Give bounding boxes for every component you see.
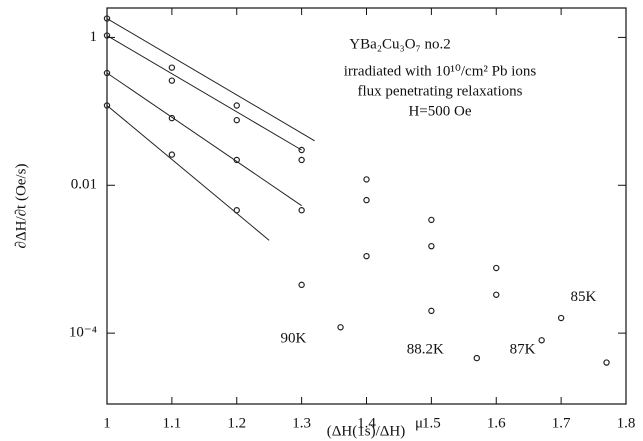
- x-tick-label: 1.5: [422, 415, 441, 431]
- data-point: [168, 114, 176, 122]
- x-tick-label: 1.3: [292, 415, 311, 431]
- data-point: [233, 102, 240, 109]
- annotation: H=500 Oe: [408, 103, 471, 119]
- y-tick-label: 1: [90, 29, 98, 45]
- x-tick-label: 1.4: [357, 415, 376, 431]
- x-tick-label: 1.1: [163, 415, 182, 431]
- data-point: [103, 15, 111, 22]
- y-tick-label: 10⁻⁴: [69, 325, 97, 341]
- data-point: [298, 146, 305, 154]
- fit-line: [106, 18, 315, 142]
- x-tick-label: 1.8: [617, 415, 636, 431]
- annotation: irradiated with 10¹⁰/cm² Pb ions: [344, 63, 537, 79]
- data-point: [538, 337, 545, 344]
- data-point: [363, 176, 370, 183]
- series-label: 85K: [571, 289, 597, 305]
- series-label: 88.2K: [407, 342, 444, 358]
- data-point: [233, 116, 240, 124]
- data-point: [298, 156, 305, 164]
- fit-line: [106, 35, 302, 151]
- data-point: [557, 314, 565, 322]
- data-point: [337, 324, 344, 331]
- data-point: [168, 64, 176, 71]
- data-point: [428, 216, 435, 224]
- data-point: [298, 281, 305, 289]
- x-axis-label: (ΔH(1s)/ΔH): [327, 423, 405, 439]
- x-tick-label: 1.7: [552, 415, 571, 431]
- data-point: [103, 32, 111, 39]
- y-tick-label: 0.01: [71, 177, 97, 193]
- data-point: [103, 69, 111, 77]
- fit-line: [106, 105, 270, 241]
- data-point: [168, 151, 176, 158]
- x-tick-label: 1.2: [227, 415, 246, 431]
- data-point: [363, 252, 370, 260]
- data-point: [168, 77, 176, 84]
- x-tick-label: 1: [103, 415, 111, 431]
- x-tick-label: 1.6: [487, 415, 506, 431]
- annotation: YBa₂Cu₃O₇ no.2: [349, 36, 451, 52]
- data-point: [298, 207, 305, 214]
- series-label: 90K: [281, 331, 307, 347]
- x-axis-label-exponent: μ: [415, 415, 423, 431]
- series-label: 87K: [510, 342, 536, 358]
- y-axis-label: ∂ΔH/∂t (Oe/s): [13, 164, 29, 249]
- data-point: [473, 354, 480, 362]
- data-point: [233, 156, 240, 164]
- fit-line: [106, 72, 302, 207]
- data-point: [603, 359, 610, 366]
- data-point: [428, 242, 435, 250]
- data-point: [493, 291, 500, 298]
- data-point: [103, 102, 111, 109]
- data-point: [428, 307, 435, 315]
- data-point: [493, 264, 500, 272]
- data-point: [363, 196, 370, 204]
- annotation: flux penetrating relaxations: [358, 83, 523, 99]
- data-point: [233, 207, 240, 214]
